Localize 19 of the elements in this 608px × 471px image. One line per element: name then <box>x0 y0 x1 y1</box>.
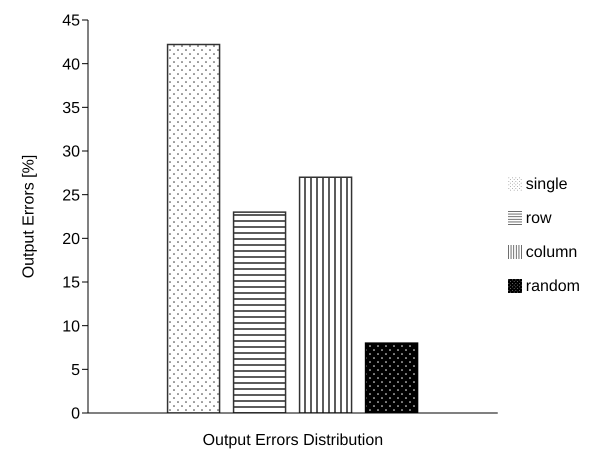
bar <box>232 211 286 413</box>
bar <box>166 44 220 413</box>
y-tick-label: 40 <box>62 56 80 74</box>
y-tick-label: 10 <box>62 318 80 336</box>
y-tick-label: 25 <box>62 187 80 204</box>
y-axis-title: Output Errors [%] <box>20 154 38 278</box>
bar <box>298 176 352 413</box>
y-tick-label: 5 <box>71 362 80 380</box>
y-tick-label: 30 <box>62 144 80 161</box>
legend-label: random <box>526 278 580 294</box>
legend-label: row <box>526 210 552 226</box>
y-tick-label: 20 <box>62 231 80 248</box>
y-tick-label: 45 <box>62 12 80 30</box>
legend-label: single <box>526 176 568 192</box>
x-axis-title: Output Errors Distribution <box>202 432 384 449</box>
y-tick-label: 15 <box>62 274 80 292</box>
y-tick-label: 35 <box>62 100 80 118</box>
y-tick-label: 0 <box>71 406 80 423</box>
legend-label: column <box>526 244 578 260</box>
